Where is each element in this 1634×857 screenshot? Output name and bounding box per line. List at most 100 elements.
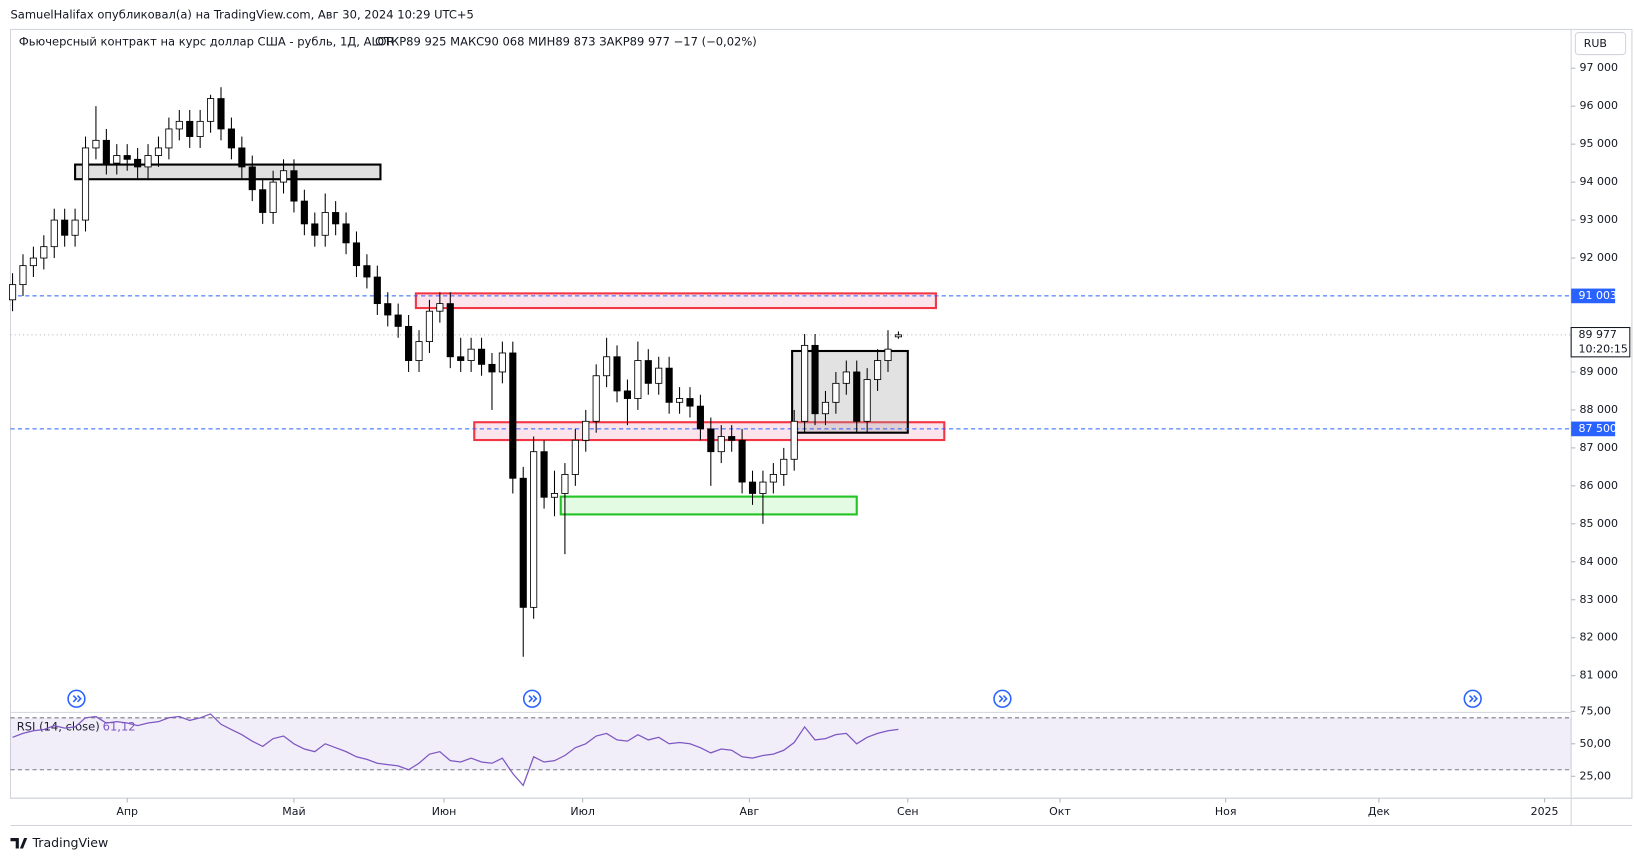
y-tick-label: 87 000: [1580, 441, 1618, 454]
candle-body: [40, 246, 48, 259]
level-label: 87 500: [1578, 422, 1616, 435]
candle-body: [332, 212, 340, 225]
x-tick-label: Апр: [116, 805, 138, 818]
last-price-label: 89 977: [1578, 328, 1616, 341]
chart-title: Фьючерсный контракт на курс доллар США -…: [19, 34, 395, 48]
candle-body: [165, 128, 173, 149]
candle-body: [582, 420, 590, 441]
candle-body: [19, 265, 27, 286]
candle-body: [384, 303, 392, 316]
candle-body: [248, 166, 256, 191]
candle-body: [603, 356, 611, 377]
event-icon[interactable]: [522, 689, 542, 708]
last-price-badge: [1570, 327, 1631, 358]
candle-body: [342, 223, 350, 244]
candle-body: [665, 367, 673, 403]
y-tick-label: 83 000: [1580, 593, 1618, 606]
y-tick-label: 93 000: [1580, 213, 1618, 226]
candle-body: [405, 325, 413, 361]
y-tick-label: 85 000: [1580, 517, 1618, 530]
candle-body: [477, 348, 486, 365]
candle-body: [894, 334, 902, 338]
candle-body: [279, 170, 288, 183]
candle-body: [780, 458, 788, 475]
candle-body: [123, 155, 131, 160]
candle-body: [644, 360, 652, 384]
x-tick-label: Сен: [897, 805, 919, 818]
candle-body: [8, 284, 17, 301]
candle-body: [71, 219, 79, 236]
candle-body: [196, 120, 204, 137]
candle-body: [550, 493, 559, 498]
candle-body: [50, 219, 58, 248]
candle-body: [842, 371, 850, 384]
x-tick-label: 2025: [1531, 805, 1559, 818]
candle-body: [696, 405, 704, 430]
rsi-tick-label: 25,00: [1580, 769, 1611, 782]
candle-body: [728, 436, 736, 441]
candle-body: [540, 451, 548, 498]
candle-body: [561, 474, 569, 494]
candle-body: [81, 147, 90, 221]
rsi-tick-label: 50,00: [1580, 737, 1611, 750]
candle-body: [675, 398, 684, 403]
y-tick-label: 92 000: [1580, 251, 1618, 264]
candle-body: [134, 158, 142, 168]
candle-body: [811, 344, 819, 415]
x-tick-label: Июл: [570, 805, 594, 818]
candle-body: [790, 420, 798, 460]
level-badge: [1571, 288, 1616, 304]
candle-body: [311, 223, 319, 236]
x-tick-label: Ноя: [1215, 805, 1237, 818]
candle-body: [92, 139, 100, 149]
zone: [414, 292, 937, 310]
candle-body: [655, 367, 663, 384]
candle-body: [227, 128, 235, 149]
candle-body: [154, 147, 163, 156]
y-tick-label: 82 000: [1580, 631, 1618, 644]
rsi-line: [12, 713, 899, 787]
candle-body: [321, 212, 329, 236]
candle-body: [415, 341, 423, 361]
candle-body: [207, 98, 215, 122]
y-tick-label: 97 000: [1580, 61, 1618, 74]
zone: [559, 495, 858, 516]
footer-brand: TradingView: [31, 835, 108, 850]
rsi-tick-label: 75,00: [1580, 704, 1611, 717]
candle-body: [29, 257, 37, 267]
countdown-label: 10:20:15: [1578, 343, 1627, 356]
candle-body: [519, 477, 527, 608]
candle-body: [238, 147, 246, 168]
event-icon[interactable]: [67, 689, 86, 708]
candle-body: [686, 398, 694, 407]
candle-body: [300, 200, 308, 225]
candle-body: [61, 219, 69, 236]
candle-body: [498, 352, 506, 373]
event-icon[interactable]: [1463, 689, 1482, 708]
candle-body: [592, 375, 600, 422]
candle-body: [394, 314, 402, 327]
candle-body: [738, 439, 746, 483]
candle-body: [290, 170, 298, 202]
currency-button[interactable]: [1574, 32, 1627, 56]
level-badge: [1571, 421, 1616, 437]
x-tick-label: Дек: [1368, 805, 1390, 818]
level-label: 91 003: [1578, 289, 1616, 302]
candle-body: [853, 371, 861, 422]
candle-body: [530, 451, 538, 608]
currency-label: RUB: [1584, 37, 1607, 50]
publish-header: SamuelHalifax опубликовал(а) на TradingV…: [10, 7, 473, 21]
candle-body: [571, 439, 579, 475]
ohlc-legend: ОТКР89 925 МАКС90 068 МИН89 873 ЗАКР89 9…: [375, 34, 757, 48]
candle-body: [363, 265, 371, 278]
candle-body: [175, 120, 183, 130]
event-icon[interactable]: [993, 689, 1012, 708]
candle-body: [707, 428, 715, 453]
event-arrows: [72, 695, 1478, 703]
candle-body: [488, 363, 496, 373]
candle-body: [457, 356, 465, 361]
x-tick-label: Июн: [432, 805, 457, 818]
candle-body: [446, 303, 454, 358]
